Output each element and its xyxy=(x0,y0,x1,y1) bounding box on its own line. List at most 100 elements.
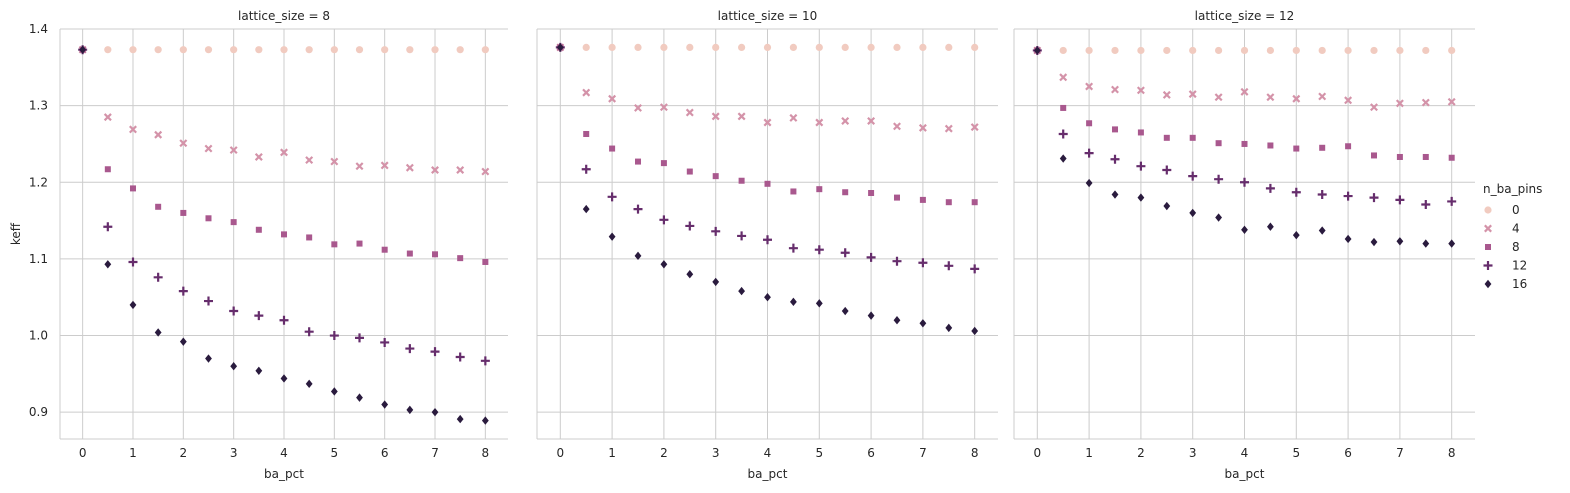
marker-n8 xyxy=(205,215,212,222)
marker-n8 xyxy=(660,160,667,167)
marker-n16 xyxy=(867,311,875,320)
marker-n12 xyxy=(405,344,415,354)
marker-n8 xyxy=(104,166,111,173)
marker-n12 xyxy=(203,296,213,306)
x-axis-label: ba_pct xyxy=(1225,467,1265,481)
marker-n16 xyxy=(154,328,162,337)
marker-n8 xyxy=(583,130,590,137)
marker-n4 xyxy=(456,166,465,174)
marker-n8 xyxy=(1370,152,1377,159)
marker-n4 xyxy=(608,94,617,103)
marker-n0 xyxy=(1059,46,1067,55)
marker-n0 xyxy=(1215,46,1223,55)
marker-n8 xyxy=(381,246,388,253)
x-axis-label: ba_pct xyxy=(748,467,788,481)
x-tick-label: 2 xyxy=(1137,446,1145,460)
marker-n8 xyxy=(609,145,616,152)
marker-n12 xyxy=(279,315,289,325)
marker-n12 xyxy=(581,164,591,174)
marker-n4 xyxy=(355,162,364,171)
x-tick-label: 1 xyxy=(608,446,616,460)
y-axis-label: keff xyxy=(9,222,23,245)
marker-n12 xyxy=(355,333,365,343)
marker-n12 xyxy=(229,306,239,316)
y-tick-label: 1.2 xyxy=(29,175,48,189)
marker-n0 xyxy=(1484,206,1492,214)
marker-n12 xyxy=(1343,191,1353,201)
marker-n4 xyxy=(659,103,668,112)
marker-n4 xyxy=(634,103,642,112)
marker-n16 xyxy=(1370,237,1378,247)
marker-n16 xyxy=(230,361,238,371)
legend-label: 4 xyxy=(1512,222,1520,236)
marker-n8 xyxy=(457,255,464,262)
marker-n8 xyxy=(790,188,797,195)
marker-n4 xyxy=(1484,224,1492,233)
x-tick-label: 4 xyxy=(280,446,288,460)
marker-n16 xyxy=(945,323,953,333)
marker-n16 xyxy=(104,260,112,269)
marker-n4 xyxy=(789,113,798,122)
marker-n12 xyxy=(1395,195,1405,205)
series-n8 xyxy=(79,46,489,265)
series-n12 xyxy=(1032,45,1457,209)
marker-n16 xyxy=(815,299,823,308)
marker-n4 xyxy=(893,122,901,131)
series-n4 xyxy=(556,43,979,133)
marker-n0 xyxy=(919,43,927,51)
x-tick-label: 1 xyxy=(1085,446,1093,460)
marker-n12 xyxy=(1369,193,1379,203)
marker-n8 xyxy=(842,189,849,196)
y-tick-label: 1.4 xyxy=(29,22,48,36)
marker-n8 xyxy=(482,258,489,265)
marker-n12 xyxy=(304,327,314,337)
panel-title: lattice_size = 10 xyxy=(718,9,818,23)
marker-n4 xyxy=(1395,99,1404,108)
marker-n8 xyxy=(893,194,900,201)
marker-n0 xyxy=(738,43,746,51)
y-tick-label: 1.3 xyxy=(29,99,48,113)
marker-n12 xyxy=(1240,177,1249,187)
marker-n16 xyxy=(789,297,797,307)
marker-n8 xyxy=(1060,104,1067,111)
series-n0 xyxy=(79,46,489,54)
marker-n12 xyxy=(254,311,264,321)
marker-n4 xyxy=(154,130,163,139)
marker-n8 xyxy=(1319,144,1326,151)
x-tick-label: 1 xyxy=(129,446,137,460)
series-n16 xyxy=(556,43,979,336)
marker-n4 xyxy=(204,144,213,153)
marker-n8 xyxy=(1112,126,1119,133)
marker-n12 xyxy=(1317,190,1327,200)
marker-n4 xyxy=(1344,96,1353,105)
marker-n0 xyxy=(129,46,137,54)
marker-n16 xyxy=(919,319,927,328)
marker-n0 xyxy=(789,43,797,51)
marker-n4 xyxy=(1059,73,1068,82)
marker-n4 xyxy=(918,123,927,132)
marker-n4 xyxy=(1240,87,1249,96)
marker-n12 xyxy=(1291,187,1301,197)
panel-3: lattice_size = 12 0 1 2 3 4 5 6 7 8 ba_pct xyxy=(1013,9,1475,481)
marker-n16 xyxy=(1163,201,1171,211)
marker-n16 xyxy=(1189,208,1197,218)
marker-n12 xyxy=(944,261,954,271)
marker-n16 xyxy=(660,260,668,269)
marker-n4 xyxy=(944,124,953,133)
marker-n4 xyxy=(1421,98,1430,107)
legend-label: 12 xyxy=(1512,259,1527,273)
marker-n16 xyxy=(330,387,338,396)
x-tick-label: 3 xyxy=(712,446,720,460)
marker-n8 xyxy=(180,209,187,216)
marker-n12 xyxy=(1188,171,1198,181)
marker-n4 xyxy=(711,112,720,121)
marker-n4 xyxy=(330,157,339,166)
marker-n16 xyxy=(406,405,414,415)
marker-n0 xyxy=(1318,46,1326,55)
marker-n4 xyxy=(229,146,238,155)
x-tick-label: 0 xyxy=(79,446,87,460)
x-tick-label: 6 xyxy=(381,446,389,460)
x-tick-label: 2 xyxy=(660,446,668,460)
marker-n16 xyxy=(1241,225,1248,234)
x-tick-label: 3 xyxy=(1189,446,1197,460)
